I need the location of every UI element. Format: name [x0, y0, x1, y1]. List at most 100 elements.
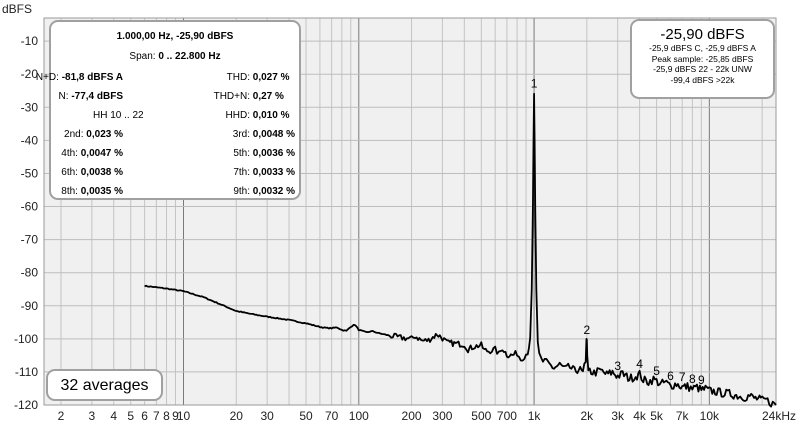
harmonic-label-1: 1 [531, 77, 538, 91]
y-tick-label: -110 [15, 365, 38, 379]
y-tick-label: -30 [21, 100, 39, 114]
above-band-level: -99,4 dBFS >22k [670, 74, 735, 85]
x-tick-label: 24kHz [762, 409, 796, 423]
x-tick-label: 70 [325, 409, 339, 423]
stat-label: N+D: [35, 72, 59, 83]
weighted-levels: -25,9 dBFS C, -25,9 dBFS A [649, 43, 756, 53]
spectrum-curve [144, 92, 777, 408]
peak-sample: Peak sample: -25,85 dBFS [651, 53, 754, 64]
x-tick-label: 200 [402, 409, 422, 423]
stat-label: HH 10 .. 22 [93, 110, 144, 121]
stat-left-5: 6th: 0,0038 % [61, 167, 123, 178]
frequency-level-header: 1.000,00 Hz, -25,90 dBFS [116, 31, 234, 42]
y-axis-unit: dBFS [2, 2, 32, 16]
y-tick-label: -70 [21, 233, 39, 247]
tick-labels: -10 -20 -30 -40 -50 -60 -70 -80 -90 -100 -110 -120 2… [14, 34, 796, 423]
stat-value: 0,0033 % [252, 167, 296, 178]
y-tick-label: -20 [21, 67, 39, 81]
x-tick-label: 2k [580, 409, 594, 423]
plot-frame [43, 17, 777, 406]
x-tick-label: 1k [528, 409, 542, 423]
stat-value: 0,0038 % [80, 167, 123, 178]
stat-label: 3rd: [232, 129, 250, 140]
stat-value: -81,8 dBFS A [61, 72, 123, 83]
spectrum-line [144, 92, 777, 408]
x-tick-label: 30 [260, 409, 274, 423]
x-tick-label: 5 [127, 409, 134, 423]
stat-left-4: 4th: 0,0047 % [61, 148, 123, 159]
stat-label: 9th: [233, 186, 250, 197]
stat-right-6: 9th: 0,0032 % [197, 186, 295, 197]
stat-right-4: 5th: 0,0036 % [197, 148, 295, 159]
y-tick-label: -60 [21, 200, 39, 214]
stat-label: THD+N: [213, 91, 250, 102]
harmonic-label-7: 7 [679, 370, 686, 384]
stat-value: 0,27 % [252, 91, 284, 102]
x-tick-label: 7k [676, 409, 690, 423]
x-tick-label: 8 [163, 409, 170, 423]
x-tick-label: 20 [230, 409, 244, 423]
stat-value: 0,0032 % [252, 186, 296, 197]
stat-label: 2nd: [64, 129, 84, 140]
harmonic-label-2: 2 [583, 323, 590, 337]
stat-label: HHD: [225, 110, 250, 121]
stat-left-0: N+D: -81,8 dBFS A [36, 72, 123, 83]
averages-badge[interactable]: 32 averages [46, 369, 163, 401]
y-tick-label: -80 [21, 266, 39, 280]
stat-label: N: [58, 91, 69, 102]
stat-value: 0,0048 % [252, 129, 296, 140]
x-tick-label: 3 [89, 409, 96, 423]
harmonic-label-6: 6 [667, 369, 674, 383]
stat-value: 0,027 % [252, 72, 290, 83]
x-tick-label: 500 [471, 409, 491, 423]
x-tick-label: 9 [172, 409, 179, 423]
stat-value: 0,010 % [252, 110, 290, 121]
span-line: Span: 0 .. 22.800 Hz [51, 51, 299, 62]
unweighted-level: -25,9 dBFS 22 - 22k UNW [653, 64, 752, 74]
stat-left-1: N: -77,4 dBFS [59, 91, 123, 102]
span-label: Span: [129, 51, 156, 62]
x-tick-label: 5k [650, 409, 664, 423]
y-tick-label: -90 [21, 299, 39, 313]
stat-value: 0,0035 % [80, 186, 123, 197]
x-tick-label: 700 [497, 409, 517, 423]
x-tick-label: 100 [349, 409, 369, 423]
stat-right-0: THD: 0,027 % [197, 72, 290, 83]
span-value: 0 .. 22.800 Hz [158, 51, 221, 62]
y-tick-label: -120 [14, 398, 38, 412]
stat-value: 0,023 % [86, 129, 123, 140]
stat-label: 5th: [233, 148, 250, 159]
stat-right-2: HHD: 0,010 % [197, 110, 290, 121]
x-tick-label: 300 [432, 409, 452, 423]
x-tick-label: 2 [58, 409, 65, 423]
stat-left-6: 8th: 0,0035 % [61, 186, 123, 197]
stat-label: THD: [226, 72, 250, 83]
harmonic-label-5: 5 [653, 364, 660, 378]
y-tick-label: -40 [21, 133, 39, 147]
stat-value: 0,0047 % [80, 148, 123, 159]
x-tick-label: 7 [153, 409, 160, 423]
y-tick-label: -100 [14, 332, 38, 346]
stat-value: 0,0036 % [252, 148, 296, 159]
stat-right-5: 7th: 0,0033 % [197, 167, 295, 178]
stat-label: 7th: [233, 167, 250, 178]
harmonic-label-3: 3 [614, 359, 621, 373]
x-tick-label: 50 [299, 409, 313, 423]
x-tick-label: 3k [611, 409, 625, 423]
x-tick-label: 10k [700, 409, 720, 423]
x-tick-label: 4 [110, 409, 117, 423]
y-tick-label: -10 [21, 34, 39, 48]
x-tick-label: 4k [633, 409, 647, 423]
stat-left-2: HH 10 .. 22 [93, 110, 144, 121]
stat-value: -77,4 dBFS [71, 91, 123, 102]
stat-label: 4th: [61, 148, 78, 159]
main-level: -25,90 dBFS [660, 26, 745, 43]
measurement-panel[interactable]: 1.000,00 Hz, -25,90 dBFS Span: 0 .. 22.8… [36, 20, 301, 200]
x-tick-label: 6 [141, 409, 148, 423]
stat-right-1: THD+N: 0,27 % [197, 91, 284, 102]
harmonic-markers: 1 2 3 4 5 6 7 8 9 [531, 77, 705, 387]
level-panel[interactable]: -25,90 dBFS -25,9 dBFS C, -25,9 dBFS A P… [630, 19, 775, 99]
stat-left-3: 2nd: 0,023 % [64, 129, 123, 140]
harmonic-label-9: 9 [698, 373, 705, 387]
x-tick-label: 10 [177, 409, 191, 423]
